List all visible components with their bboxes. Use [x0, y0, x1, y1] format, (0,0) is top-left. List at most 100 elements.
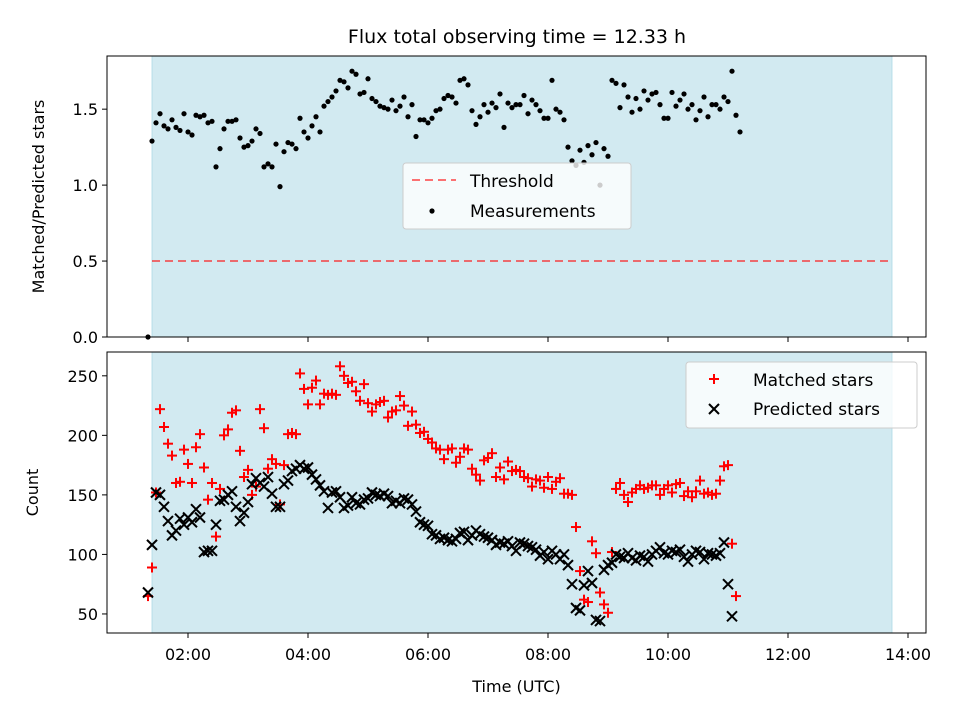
predicted-star-point [406, 498, 418, 511]
measurement-point [249, 138, 255, 144]
measurement-point [289, 141, 295, 147]
predicted-star-point [282, 474, 294, 487]
predicted-star-point [478, 530, 490, 543]
x-tick-label: 06:00 [405, 645, 451, 664]
y-tick-label: 250 [67, 367, 98, 386]
y-tick-label: 1.0 [73, 176, 98, 195]
matched-star-point [687, 492, 697, 503]
matched-star-point [215, 483, 225, 494]
measurement-point [657, 102, 663, 108]
legend-predicted-swatch [708, 403, 720, 415]
predicted-star-point [342, 499, 354, 512]
measurement-point [189, 132, 195, 138]
measurement-point [717, 106, 723, 112]
predicted-star-point [658, 547, 670, 559]
matched-star-point [575, 566, 585, 577]
predicted-star-point [558, 548, 570, 561]
measurement-point [237, 135, 243, 141]
predicted-star-point [146, 539, 158, 551]
predicted-star-point [186, 516, 198, 528]
measurement-point [689, 102, 695, 108]
measurement-point [637, 106, 643, 112]
matched-star-point [487, 448, 497, 459]
matched-star-point [475, 475, 485, 486]
measurement-point [561, 117, 567, 123]
measurement-point [349, 68, 355, 74]
predicted-star-point [238, 507, 250, 519]
predicted-star-point [230, 501, 242, 513]
matched-star-point [711, 488, 721, 499]
matched-star-point [367, 406, 377, 417]
matched-star-point [583, 597, 593, 608]
predicted-star-point [578, 579, 590, 592]
measurement-point [613, 80, 619, 86]
measurement-point [421, 117, 427, 123]
matched-star-point [419, 426, 429, 437]
measurement-point [593, 139, 599, 146]
x-axis-label: Time (UTC) [471, 677, 560, 696]
predicted-star-point [582, 565, 594, 577]
measurement-point [625, 94, 631, 100]
matched-star-point [495, 462, 505, 473]
measurement-point [417, 117, 423, 123]
measurement-point [545, 115, 551, 121]
x-tick-label: 12:00 [765, 645, 811, 664]
measurement-point [225, 118, 231, 124]
matched-star-point [463, 444, 473, 455]
measurement-point [185, 129, 191, 135]
measurement-point [433, 108, 439, 114]
measurement-point [441, 95, 447, 102]
matched-star-point [587, 536, 597, 547]
matched-star-point [259, 423, 269, 434]
measurement-point [729, 68, 735, 74]
matched-star-point [167, 450, 177, 461]
measurement-point [697, 108, 703, 114]
matched-star-point [239, 472, 249, 483]
matched-star-point [347, 376, 357, 387]
measurement-point [329, 94, 335, 100]
measurement-point [709, 102, 715, 108]
measurement-point [465, 82, 471, 88]
predicted-star-point [398, 492, 410, 505]
matched-star-point [183, 458, 193, 469]
measurement-point [557, 109, 563, 115]
measurement-point [577, 147, 583, 153]
matched-star-point [155, 404, 165, 415]
matched-star-point [159, 422, 169, 433]
predicted-star-point [382, 490, 394, 502]
predicted-star-point [206, 545, 218, 557]
measurement-point [301, 129, 307, 135]
matched-star-point [471, 469, 481, 480]
measurement-point [645, 97, 651, 103]
predicted-star-point [698, 553, 710, 565]
measurement-point [721, 94, 727, 100]
measurement-point [285, 139, 291, 146]
measurement-point [469, 108, 475, 114]
measurement-point [505, 100, 511, 106]
measurement-point [713, 102, 719, 108]
measurement-point [617, 105, 623, 111]
predicted-star-point [210, 518, 222, 531]
observing-span-shade [151, 351, 893, 634]
y-tick-label: 100 [67, 545, 98, 564]
matched-star-point [147, 562, 157, 573]
measurement-point [449, 94, 455, 100]
predicted-star-point [326, 486, 338, 499]
y-axis-ticks: 0.0 0.5 1.0 1.5 [73, 100, 107, 347]
y-tick-label: 0.0 [73, 328, 98, 347]
predicted-star-point [642, 555, 654, 568]
measurement-point [601, 146, 607, 152]
measurement-point [265, 161, 271, 167]
measurement-point [413, 133, 419, 140]
ratio-panel: 0.0 0.5 1.0 1.5 Matched/Predicted stars Thr… [29, 55, 927, 347]
matched-star-point [595, 587, 605, 598]
matched-star-point [695, 475, 705, 486]
legend: Matched stars Predicted stars [685, 361, 918, 429]
measurement-point [401, 94, 407, 100]
predicted-star-point [266, 487, 278, 500]
matched-star-point [187, 477, 197, 488]
measurement-point [629, 109, 635, 115]
measurement-point [437, 106, 443, 112]
measurement-point [241, 144, 247, 150]
predicted-star-point [270, 501, 282, 513]
